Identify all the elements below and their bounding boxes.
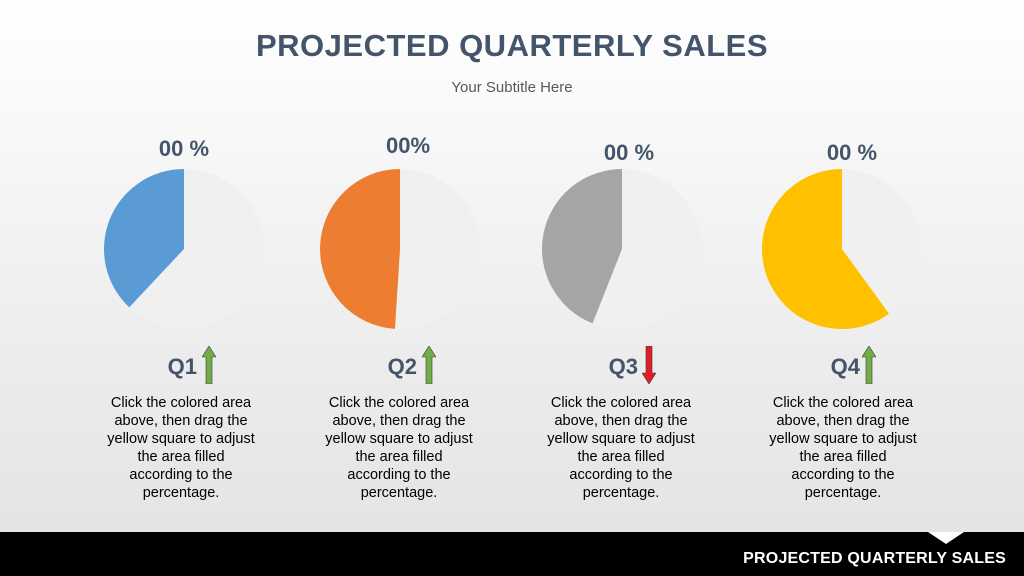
description-line: yellow square to adjust	[769, 431, 917, 447]
description-line: Click the colored area	[328, 395, 470, 411]
q4-trend-up-arrow-icon	[862, 346, 876, 384]
description-line: percentage.	[804, 485, 882, 501]
q3-description[interactable]: Click the colored area above, then drag t…	[521, 394, 721, 502]
description-line: according to the	[791, 467, 895, 483]
q1-description[interactable]: Click the colored area above, then drag t…	[81, 394, 281, 502]
description-line: yellow square to adjust	[107, 431, 255, 447]
q3-trend-down-arrow-icon	[642, 346, 656, 384]
slide-subtitle[interactable]: Your Subtitle Here	[451, 79, 573, 96]
q1-pie-slice[interactable]	[104, 169, 184, 308]
description-line: the area filled	[355, 449, 443, 465]
q4-label[interactable]: Q4	[830, 354, 860, 379]
q1-pie-chart[interactable]	[102, 167, 266, 331]
description-line: the area filled	[137, 449, 225, 465]
q3-pie-chart[interactable]	[540, 167, 704, 331]
q4-pie-slice[interactable]	[761, 169, 890, 329]
description-line: yellow square to adjust	[547, 431, 695, 447]
q3-pie-slice[interactable]	[542, 169, 622, 324]
description-line: percentage.	[142, 485, 220, 501]
description-line: above, then drag the	[554, 413, 688, 429]
description-line: the area filled	[799, 449, 887, 465]
description-line: according to the	[129, 467, 233, 483]
q4-percent-label[interactable]: 00 %	[826, 140, 878, 165]
q3-percent-label[interactable]: 00 %	[603, 140, 655, 165]
q4-description[interactable]: Click the colored area above, then drag t…	[743, 394, 943, 502]
q2-description[interactable]: Click the colored area above, then drag t…	[299, 394, 499, 502]
description-line: Click the colored area	[550, 395, 692, 411]
description-line: above, then drag the	[332, 413, 466, 429]
slide-title[interactable]: PROJECTED QUARTERLY SALES	[255, 28, 769, 63]
description-line: Click the colored area	[772, 395, 914, 411]
description-line: percentage.	[582, 485, 660, 501]
q3-label[interactable]: Q3	[608, 354, 638, 379]
description-line: yellow square to adjust	[325, 431, 473, 447]
description-line: the area filled	[577, 449, 665, 465]
description-line: above, then drag the	[114, 413, 248, 429]
footer-bar	[0, 532, 1024, 576]
q2-trend-up-arrow-icon	[422, 346, 436, 384]
q2-percent-label[interactable]: 00%	[385, 133, 431, 158]
q1-percent-label[interactable]: 00 %	[158, 136, 210, 161]
description-line: according to the	[569, 467, 673, 483]
description-line: percentage.	[360, 485, 438, 501]
q1-trend-up-arrow-icon	[202, 346, 216, 384]
q2-pie-chart[interactable]	[318, 167, 482, 331]
q2-label[interactable]: Q2	[387, 354, 417, 379]
footer-title: PROJECTED QUARTERLY SALES	[743, 550, 1006, 567]
q2-pie-slice[interactable]	[320, 169, 400, 329]
description-line: above, then drag the	[776, 413, 910, 429]
footer-notch-decoration	[928, 532, 964, 544]
q4-pie-chart[interactable]	[760, 167, 924, 331]
description-line: according to the	[347, 467, 451, 483]
description-line: Click the colored area	[110, 395, 252, 411]
q1-label[interactable]: Q1	[167, 354, 197, 379]
